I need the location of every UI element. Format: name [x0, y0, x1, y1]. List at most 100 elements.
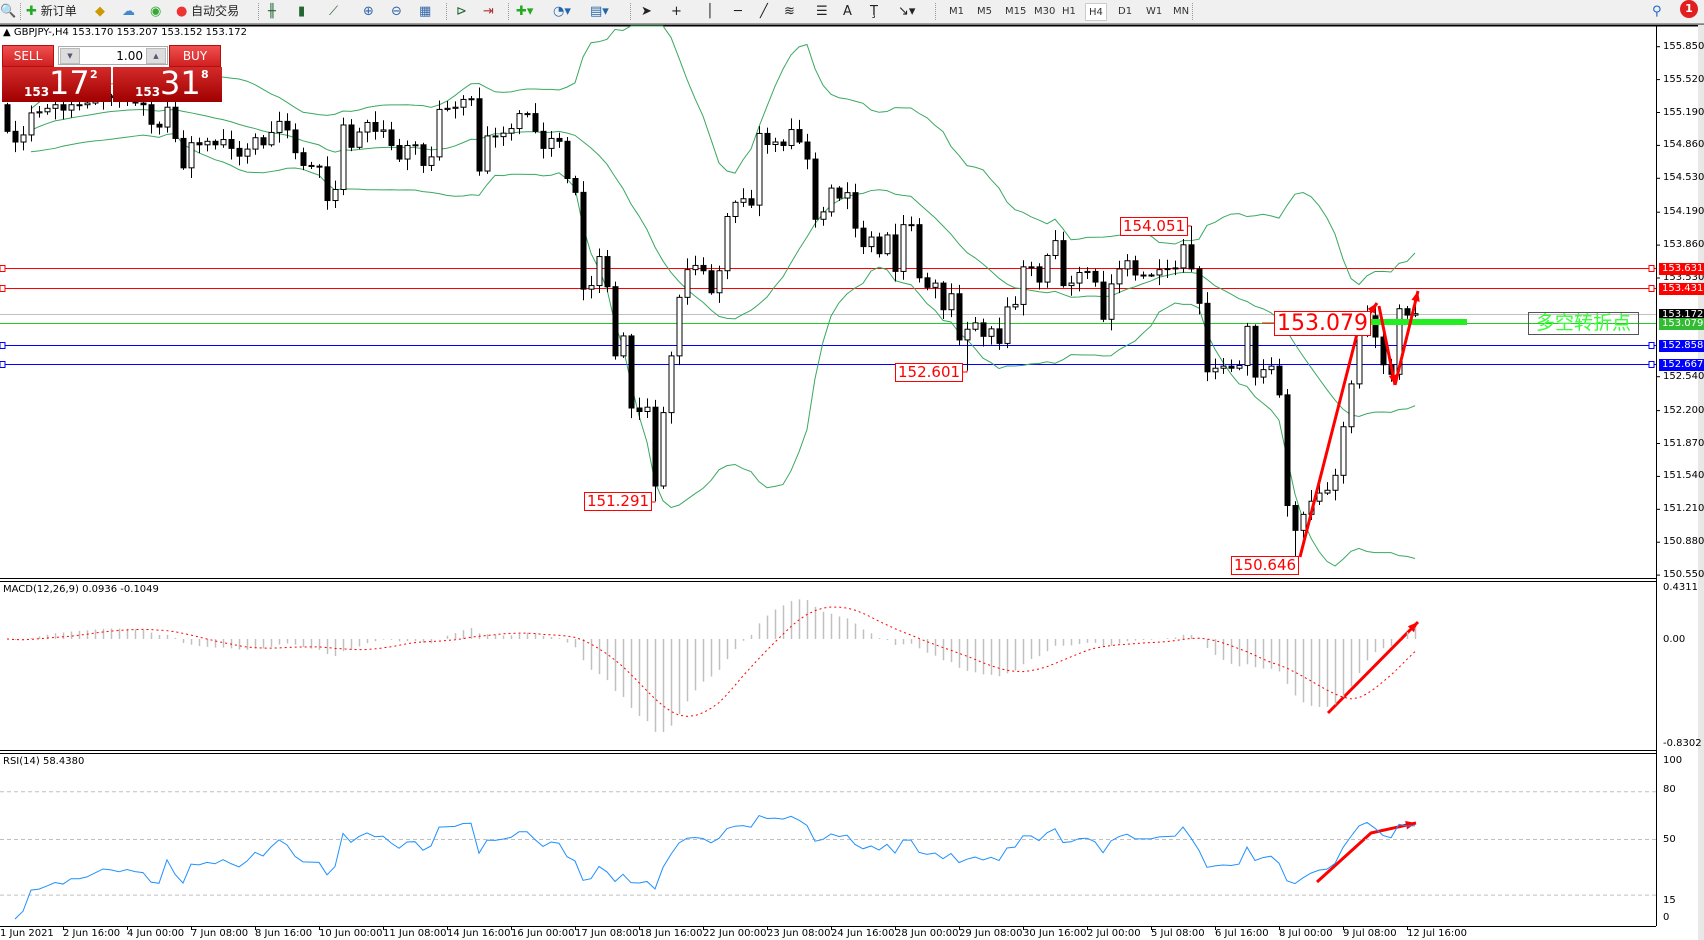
low-label-150646[interactable]: 150.646: [1231, 556, 1300, 575]
buy-price[interactable]: 153 31 8: [113, 64, 222, 102]
time-axis-label: 16 Jun 00:00: [511, 928, 575, 939]
timeframe-w1[interactable]: W1: [1146, 6, 1163, 17]
search-icon[interactable]: ⚲: [1652, 4, 1662, 19]
candle-body: [1324, 489, 1331, 494]
candle-body: [452, 106, 459, 109]
candle: [1244, 322, 1251, 376]
tile-windows-icon[interactable]: ▦: [419, 4, 432, 19]
candle: [1020, 260, 1027, 316]
timeframe-m30[interactable]: M30: [1034, 6, 1056, 17]
horizontal-line-icon[interactable]: ─: [734, 4, 742, 19]
candle-body: [844, 192, 851, 199]
notification-icon[interactable]: 1: [1680, 0, 1698, 18]
sell-price[interactable]: 153 17 2: [2, 64, 111, 102]
candle: [292, 123, 299, 160]
fibo-fan-icon[interactable]: ☰: [816, 4, 828, 19]
text-icon[interactable]: A: [843, 4, 852, 19]
candle: [1380, 329, 1387, 374]
candle: [564, 137, 571, 184]
gold-icon[interactable]: ◆: [95, 4, 105, 19]
candle-body: [252, 137, 259, 150]
candle-body: [700, 264, 707, 272]
signals-icon[interactable]: ◉: [150, 4, 162, 19]
candle: [1212, 358, 1219, 380]
candle: [708, 264, 715, 295]
fibonacci-icon[interactable]: ≋: [784, 4, 795, 19]
timeframe-m1[interactable]: M1: [949, 6, 964, 17]
price-level-tag[interactable]: 153.431: [1659, 282, 1704, 295]
candle: [1292, 501, 1299, 566]
candle: [348, 119, 355, 152]
candlestick-icon[interactable]: ▮: [298, 4, 306, 19]
candle: [1348, 380, 1355, 434]
candle: [1156, 259, 1163, 286]
turning-point-label[interactable]: 多空转折点: [1528, 312, 1639, 335]
auto-scroll-icon[interactable]: ⊳: [456, 4, 467, 19]
sell-button[interactable]: SELL: [2, 45, 54, 67]
candle-body: [436, 108, 443, 158]
new-order-button[interactable]: ✚ 新订单: [26, 2, 77, 21]
price-level-tag[interactable]: 152.667: [1659, 358, 1704, 371]
level-label-153079[interactable]: 153.079: [1274, 311, 1371, 336]
candle: [36, 105, 43, 118]
candle-body: [1148, 274, 1155, 277]
time-axis-label: 23 Jun 08:00: [767, 928, 831, 939]
candle-body: [356, 131, 363, 148]
timeframe-m5[interactable]: M5: [977, 6, 992, 17]
low-label-151291[interactable]: 151.291: [584, 492, 653, 511]
trendline-icon[interactable]: ╱: [760, 4, 768, 19]
candle: [404, 140, 411, 171]
timeframe-h4[interactable]: H4: [1085, 3, 1107, 21]
templates-icon[interactable]: ▤▾: [590, 4, 609, 19]
candle-body: [1084, 270, 1091, 274]
candle: [1164, 259, 1171, 278]
timeframe-mn[interactable]: MN: [1173, 6, 1190, 17]
indicators-icon[interactable]: ✚▾: [516, 4, 534, 19]
candle: [580, 181, 587, 301]
timeframe-d1[interactable]: D1: [1118, 6, 1133, 17]
low-label-152601[interactable]: 152.601: [895, 363, 964, 382]
auto-trading-button[interactable]: ● 自动交易: [176, 2, 239, 21]
price-level-tag[interactable]: 153.079: [1659, 317, 1704, 330]
zoom-in-icon[interactable]: ⊕: [363, 4, 374, 19]
bollinger-upper: [30, 25, 1416, 286]
candle-body: [1404, 308, 1411, 316]
candle-body: [572, 178, 579, 193]
buy-button[interactable]: BUY: [169, 45, 221, 67]
zoom-icon[interactable]: 🔍: [0, 4, 17, 19]
zoom-out-icon[interactable]: ⊖: [391, 4, 402, 19]
candle: [1124, 254, 1131, 277]
candle: [340, 117, 347, 196]
candle: [1148, 273, 1155, 278]
bar-chart-icon[interactable]: ╫: [268, 4, 276, 19]
line-chart-icon[interactable]: ⟋: [329, 4, 339, 19]
candle-body: [444, 107, 451, 110]
periods-icon[interactable]: ◔▾: [553, 4, 571, 19]
high-label-154051[interactable]: 154.051: [1120, 217, 1189, 236]
timeframe-m15[interactable]: M15: [1005, 6, 1027, 17]
crosshair-icon[interactable]: +: [671, 4, 682, 19]
price-level-tag[interactable]: 152.858: [1659, 339, 1704, 352]
time-axis-label: 4 Jun 00:00: [127, 928, 185, 939]
arrows-icon[interactable]: ↘▾: [898, 4, 916, 19]
candle: [164, 96, 171, 133]
symbol-info: ▲ GBPJPY-,H4 153.170 153.207 153.152 153…: [3, 27, 247, 38]
candle-body: [276, 120, 283, 133]
chart-shift-icon[interactable]: ⇥: [483, 4, 494, 19]
vertical-line-icon[interactable]: │: [706, 4, 714, 19]
macd-signal-line: [6, 606, 1416, 717]
candle-body: [892, 234, 899, 272]
lot-size-input[interactable]: ▼ 1.00 ▲: [58, 46, 168, 65]
time-axis-label: 12 Jul 16:00: [1407, 928, 1467, 939]
price-level-tag[interactable]: 153.631: [1659, 262, 1704, 275]
candle-body: [964, 328, 971, 341]
lot-decrease-button[interactable]: ▼: [60, 48, 80, 64]
cursor-icon[interactable]: ➤: [641, 4, 652, 19]
timeframe-h1[interactable]: H1: [1062, 6, 1076, 17]
text-label-icon[interactable]: Ţ: [870, 4, 878, 19]
candle: [844, 182, 851, 210]
cloud-icon[interactable]: ☁: [122, 4, 135, 19]
rsi-axis-label: 15: [1663, 895, 1676, 906]
lot-increase-button[interactable]: ▲: [146, 48, 166, 64]
